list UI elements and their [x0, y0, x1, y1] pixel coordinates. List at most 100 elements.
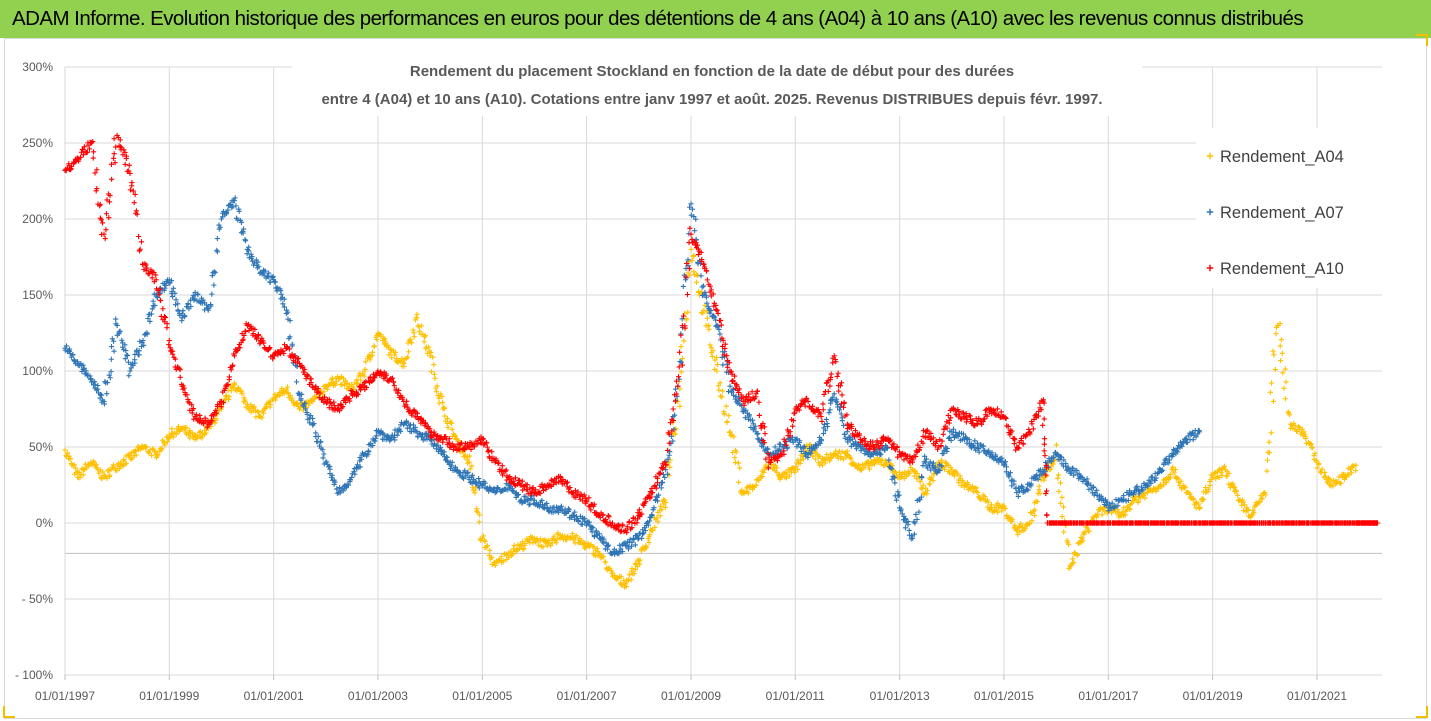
- sample-point: [107, 375, 113, 381]
- sample-point: [956, 480, 962, 486]
- sample-point: [942, 466, 948, 472]
- sample-point: [197, 429, 203, 436]
- sample-point: [175, 301, 181, 307]
- sample-point: [103, 211, 110, 217]
- sample-point: [287, 317, 293, 324]
- sample-point: [87, 373, 93, 379]
- sample-point: [999, 508, 1005, 514]
- sample-point: [965, 481, 971, 488]
- sample-point: [477, 512, 483, 518]
- sample-point: [92, 379, 98, 385]
- sample-point: [1296, 424, 1303, 431]
- sample-point: [226, 376, 232, 383]
- data-point: [127, 368, 133, 374]
- sample-point: [300, 369, 307, 375]
- y-tick-label: 150%: [22, 288, 53, 302]
- sample-point: [1018, 521, 1024, 527]
- x-tick-label: 01/01/2017: [1078, 689, 1138, 703]
- sample-point: [145, 315, 151, 322]
- sample-point: [289, 396, 295, 402]
- sample-point: [988, 502, 995, 508]
- points-layer: [62, 132, 1381, 590]
- sample-point: [197, 428, 203, 434]
- sample-point: [1036, 483, 1042, 489]
- sample-point: [422, 334, 428, 340]
- sample-point: [1195, 501, 1201, 507]
- sample-point: [480, 533, 487, 539]
- sample-point: [487, 547, 493, 553]
- sample-point: [618, 581, 624, 587]
- sample-point: [706, 326, 712, 332]
- sample-point: [365, 448, 371, 454]
- sample-point: [677, 349, 683, 355]
- sample-point: [1206, 486, 1212, 492]
- sample-point: [826, 410, 832, 416]
- x-tick-label: 01/01/1999: [139, 689, 199, 703]
- sample-point: [896, 492, 902, 498]
- sample-point: [66, 453, 72, 459]
- sample-point: [195, 292, 201, 298]
- sample-point: [160, 306, 166, 312]
- data-point: [818, 459, 824, 465]
- sample-point: [1268, 430, 1274, 436]
- sample-point: [430, 354, 436, 360]
- sample-point: [371, 343, 377, 349]
- sample-point: [882, 462, 888, 468]
- sample-point: [1240, 507, 1247, 514]
- sample-point: [517, 542, 523, 548]
- x-tick-label: 01/01/2003: [348, 689, 408, 703]
- sample-point: [138, 343, 145, 350]
- data-point: [727, 429, 733, 435]
- sample-point: [239, 391, 245, 397]
- sample-point: [594, 546, 600, 552]
- sample-point: [396, 387, 402, 394]
- sample-point: [270, 274, 276, 280]
- sample-point: [1282, 366, 1288, 372]
- sample-point: [1233, 488, 1239, 495]
- x-tick-label: 01/01/2015: [974, 689, 1034, 703]
- sample-point: [1055, 472, 1062, 478]
- sample-point: [267, 401, 274, 408]
- sample-point: [1055, 475, 1061, 481]
- chart-title-line-2: entre 4 (A04) et 10 ans (A10). Cotations…: [321, 91, 1102, 108]
- sample-point: [827, 407, 833, 413]
- sample-point: [1132, 496, 1138, 503]
- sample-point: [1267, 389, 1273, 395]
- sample-point: [1042, 453, 1048, 459]
- sample-point: [1053, 442, 1060, 448]
- sample-point: [321, 451, 327, 457]
- y-tick-label: 0%: [36, 516, 54, 530]
- sample-point: [475, 509, 481, 515]
- sample-point: [511, 542, 517, 549]
- sample-point: [707, 342, 713, 348]
- sample-point: [267, 279, 273, 285]
- sample-point: [745, 490, 751, 496]
- sample-point: [709, 353, 715, 360]
- sample-point: [795, 466, 801, 473]
- sample-point: [819, 418, 825, 424]
- sample-point: [765, 464, 771, 470]
- sample-point: [285, 309, 291, 315]
- sample-point: [650, 527, 656, 533]
- sample-point: [1324, 479, 1330, 485]
- sample-point: [823, 416, 830, 423]
- sample-point: [1094, 514, 1100, 520]
- sample-point: [362, 366, 368, 373]
- sample-point: [678, 343, 684, 350]
- sample-point: [410, 327, 416, 333]
- sample-point: [149, 453, 155, 459]
- sample-point: [489, 554, 495, 560]
- sample-point: [1319, 466, 1325, 472]
- sample-point: [116, 329, 122, 335]
- sample-point: [631, 571, 637, 577]
- sample-point: [158, 297, 164, 304]
- sample-point: [228, 388, 234, 394]
- sample-point: [1037, 490, 1043, 496]
- sample-point: [756, 412, 762, 419]
- sample-point: [184, 425, 190, 431]
- sample-point: [287, 334, 293, 340]
- sample-point: [521, 545, 527, 552]
- sample-point: [214, 235, 220, 242]
- sample-point: [208, 303, 214, 309]
- sample-point: [80, 366, 86, 372]
